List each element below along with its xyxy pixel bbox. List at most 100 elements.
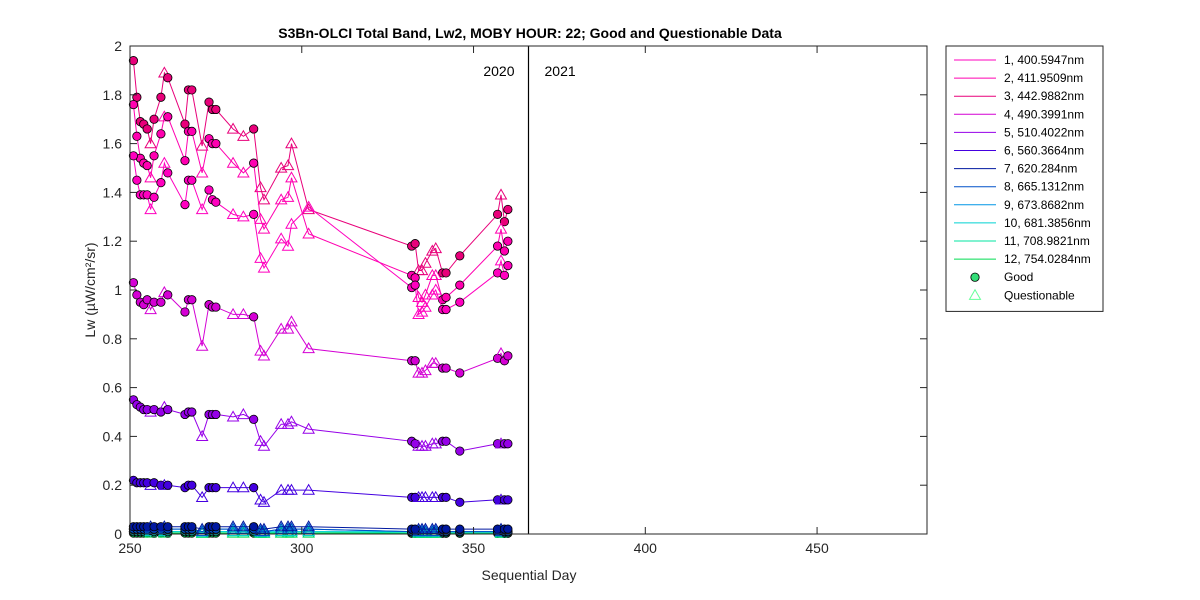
y-axis-label: Lw (µW/cm²/sr) (82, 242, 98, 337)
data-point-questionable (254, 493, 267, 505)
data-point-questionable (226, 522, 240, 534)
legend-entry: 9, 673.8682nm (1004, 198, 1084, 212)
data-point-good (142, 124, 152, 134)
data-point-good (163, 168, 173, 178)
data-point-questionable (237, 526, 250, 538)
legend-marker-questionable (968, 288, 982, 300)
x-tick-label: 450 (805, 540, 829, 556)
data-point-good (441, 492, 451, 502)
data-point-good (410, 439, 420, 449)
data-point-good (211, 522, 221, 532)
data-point-good (455, 497, 465, 507)
data-point-questionable (302, 522, 315, 534)
data-point-good (441, 363, 451, 373)
data-point-questionable (237, 481, 250, 493)
data-point-questionable (226, 410, 240, 422)
data-point-good (499, 270, 510, 280)
x-tick-label: 350 (462, 540, 486, 556)
data-point-good (211, 483, 221, 493)
data-point-good (163, 112, 173, 122)
data-point-good (132, 175, 142, 185)
data-point-good (455, 297, 465, 307)
data-point-good (156, 297, 166, 307)
data-point-questionable (302, 227, 315, 239)
legend-entry: 11, 708.9821nm (1004, 234, 1090, 248)
data-point-questionable (419, 364, 432, 376)
data-point-questionable (285, 315, 298, 327)
data-point-questionable (257, 522, 271, 534)
data-point-questionable (254, 344, 267, 356)
data-point-good (163, 290, 173, 300)
data-point-good (249, 158, 259, 168)
data-point-good (163, 73, 173, 83)
data-point-good (132, 290, 142, 300)
data-point-questionable (281, 159, 295, 171)
data-point-questionable (257, 222, 271, 234)
x-tick-label: 300 (290, 540, 314, 556)
y-tick-label: 1.2 (103, 233, 123, 249)
data-point-questionable (281, 239, 295, 251)
data-point-questionable (494, 188, 508, 200)
data-point-questionable (226, 156, 240, 168)
data-point-good (249, 483, 259, 493)
data-point-good (156, 178, 166, 188)
y-tick-label: 0.2 (103, 477, 123, 493)
data-point-good (455, 280, 465, 290)
data-point-good (410, 356, 420, 366)
data-point-good (499, 246, 510, 256)
data-point-questionable (144, 171, 157, 183)
data-point-questionable (237, 407, 250, 420)
data-point-good (187, 175, 197, 185)
legend-entry: 4, 490.3991nm (1004, 107, 1084, 121)
data-point-questionable (302, 422, 315, 434)
data-point-good (187, 522, 197, 532)
data-point-questionable (274, 483, 288, 495)
data-point-questionable (237, 520, 250, 532)
year-label-2020: 2020 (483, 63, 514, 79)
data-point-questionable (285, 526, 298, 538)
data-point-questionable (274, 520, 288, 532)
data-point-questionable (494, 254, 508, 266)
data-point-good (187, 407, 197, 417)
data-point-good (163, 480, 173, 490)
data-point-good (180, 307, 190, 317)
data-point-questionable (429, 283, 443, 295)
data-point-good (211, 197, 221, 207)
legend-entry: 12, 754.0284nm (1004, 252, 1091, 266)
legend-entry: 10, 681.3856nm (1004, 216, 1091, 230)
data-point-questionable (415, 263, 429, 276)
data-point-questionable (226, 481, 240, 493)
data-point-good (187, 480, 197, 490)
data-point-good (249, 414, 259, 424)
data-point-good (211, 302, 221, 312)
data-point-questionable (285, 520, 298, 532)
data-point-questionable (429, 242, 443, 254)
data-point-questionable (257, 495, 271, 507)
data-point-questionable (281, 322, 295, 334)
data-point-questionable (419, 522, 432, 534)
x-tick-label: 250 (118, 540, 142, 556)
legend-entry: Questionable (1004, 288, 1075, 302)
legend-entry: 2, 411.9509nm (1004, 71, 1083, 85)
data-point-questionable (257, 525, 271, 537)
data-point-questionable (415, 366, 429, 378)
data-point-good (441, 524, 451, 534)
data-point-questionable (302, 520, 315, 532)
data-point-questionable (281, 417, 295, 429)
data-point-questionable (285, 217, 298, 229)
data-point-good (455, 446, 465, 456)
y-tick-label: 0.4 (103, 428, 123, 444)
data-point-questionable (195, 139, 209, 151)
data-point-good (441, 268, 451, 278)
data-point-good (503, 439, 513, 449)
data-point-good (249, 209, 259, 219)
y-tick-label: 1.4 (103, 184, 123, 200)
data-point-questionable (237, 210, 250, 222)
data-point-questionable (195, 202, 209, 215)
data-point-good (211, 104, 221, 115)
year-label-2021: 2021 (545, 63, 576, 79)
data-point-questionable (254, 251, 267, 263)
legend-box (945, 45, 1104, 312)
data-point-questionable (257, 193, 271, 205)
